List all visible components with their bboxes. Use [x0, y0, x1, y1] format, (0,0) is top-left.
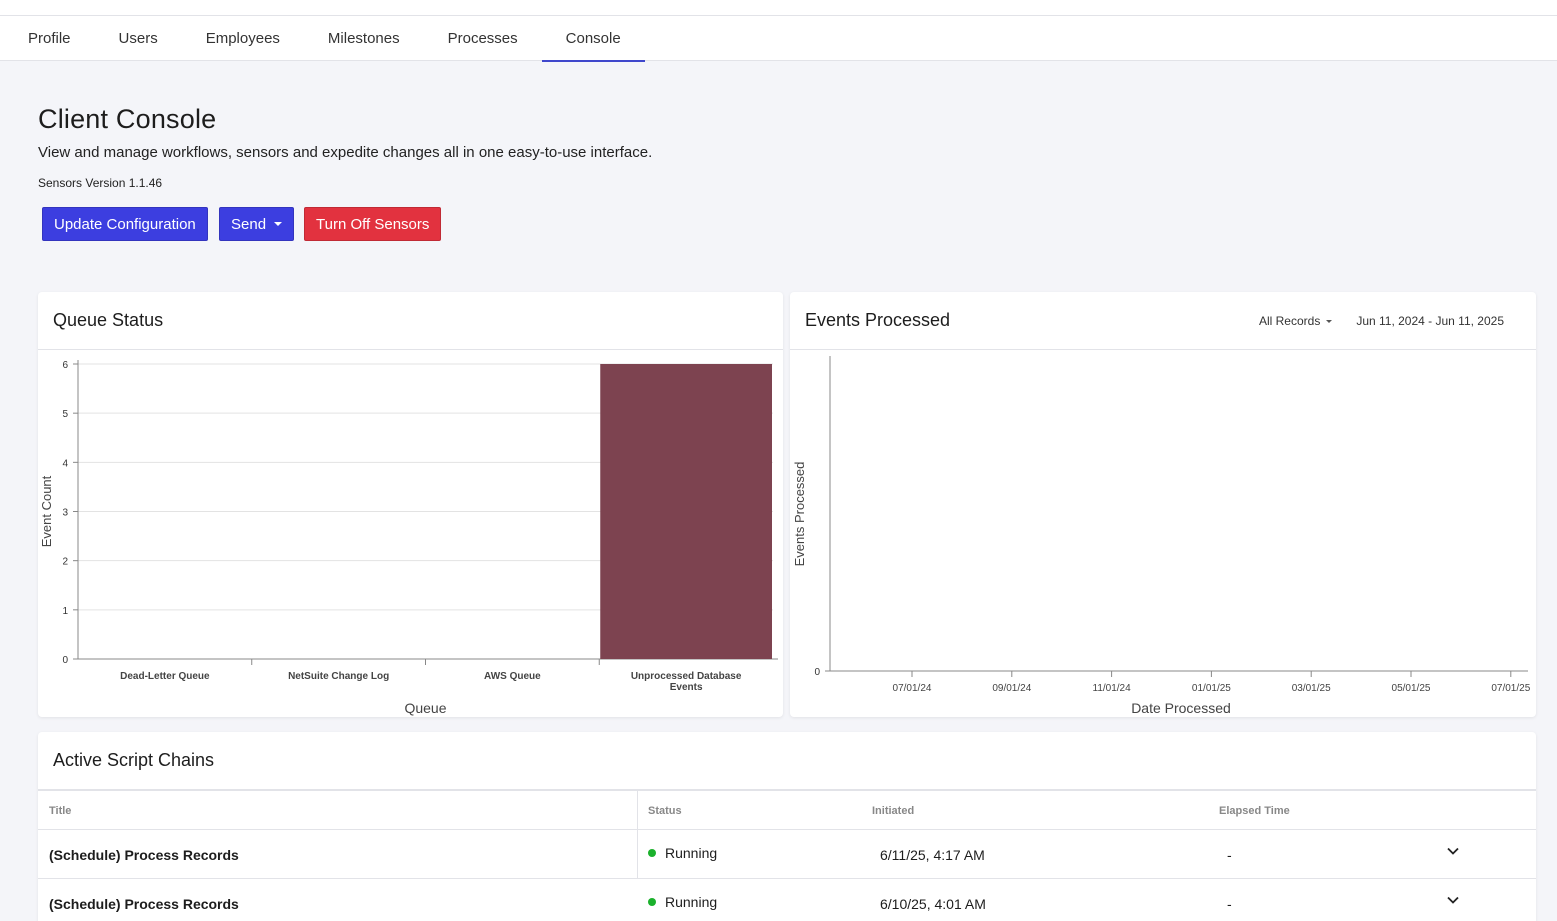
y-axis-label: Events Processed [792, 462, 807, 567]
chevron-down-icon[interactable] [1446, 893, 1460, 907]
column-header-status[interactable]: Status [648, 805, 682, 817]
script-chains-header: Active Script Chains [38, 732, 1536, 790]
x-tick-label-line: Unprocessed Database [631, 671, 742, 682]
status-dot-icon [648, 849, 656, 857]
y-tick-label: 1 [62, 606, 68, 617]
script-chains-table: Title Status Initiated Elapsed Time (Sch… [38, 790, 1536, 921]
tab-console[interactable]: Console [541, 16, 645, 62]
table-row[interactable]: (Schedule) Process Records Running 6/10/… [38, 879, 1536, 921]
x-tick-label: Dead-Letter Queue [120, 671, 210, 682]
chain-status: Running [648, 894, 717, 910]
caret-down-icon [274, 222, 283, 226]
turn-off-sensors-button[interactable]: Turn Off Sensors [304, 207, 442, 241]
x-tick-label: 05/01/25 [1392, 683, 1431, 694]
page-description: View and manage workflows, sensors and e… [38, 144, 653, 161]
column-header-initiated[interactable]: Initiated [872, 805, 915, 817]
table-header: Title Status Initiated Elapsed Time [38, 790, 1536, 830]
chevron-down-icon[interactable] [1446, 844, 1460, 858]
update-configuration-label: Update Configuration [54, 215, 196, 233]
chain-status-label: Running [665, 845, 718, 861]
y-tick-label: 0 [814, 667, 820, 678]
bar [600, 364, 772, 659]
chain-initiated: 6/11/25, 4:17 AM [880, 847, 985, 863]
x-tick-label-line: Dead-Letter Queue [120, 671, 210, 682]
queue-status-header: Queue Status [38, 292, 783, 350]
turn-off-sensors-label: Turn Off Sensors [316, 215, 430, 233]
script-chains-title: Active Script Chains [53, 750, 215, 770]
tab-bar: Profile Users Employees Milestones Proce… [0, 16, 1557, 62]
x-tick-label: NetSuite Change Log [288, 671, 389, 682]
queue-status-card: Queue Status 0 1 2 3 4 5 6 Dead-Letter Queue Net… [38, 292, 783, 717]
x-tick-label: 07/01/24 [893, 683, 932, 694]
x-axis-label: Queue [404, 700, 446, 716]
records-filter-dropdown[interactable]: All Records [1258, 313, 1333, 328]
tab-users[interactable]: Users [118, 30, 158, 47]
y-tick-label: 3 [62, 508, 68, 519]
date-range-picker[interactable]: Jun 11, 2024 - Jun 11, 2025 [1356, 313, 1504, 328]
x-tick-label: AWS Queue [484, 671, 541, 682]
chain-status: Running [648, 845, 717, 861]
column-divider [637, 790, 638, 879]
status-dot-icon [648, 898, 656, 906]
sensors-version: Sensors Version 1.1.46 [38, 176, 163, 190]
tab-profile[interactable]: Profile [28, 30, 71, 47]
x-tick-label: 11/01/24 [1093, 683, 1132, 694]
events-processed-card: Events Processed All Records Jun 11, 202… [790, 292, 1536, 717]
caret-down-icon [1326, 319, 1333, 323]
events-filters: All Records Jun 11, 2024 - Jun 11, 2025 [1259, 314, 1521, 328]
column-header-elapsed[interactable]: Elapsed Time [1219, 805, 1290, 817]
chain-elapsed: - [1227, 896, 1232, 912]
queue-status-chart: 0 1 2 3 4 5 6 Dead-Letter Queue NetSuite Change … [39, 360, 778, 716]
send-label: Send [231, 215, 267, 233]
x-tick-label-line: AWS Queue [484, 671, 541, 682]
x-tick-label: 03/01/25 [1292, 683, 1331, 694]
table-row[interactable]: (Schedule) Process Records Running 6/11/… [38, 830, 1536, 879]
page-title: Client Console [38, 104, 217, 134]
send-dropdown-button[interactable]: Send [219, 207, 295, 241]
tab-employees[interactable]: Employees [205, 30, 280, 47]
active-script-chains-card: Active Script Chains Title Status Initia… [38, 732, 1536, 921]
x-tick-label: 07/01/25 [1491, 683, 1530, 694]
y-tick-label: 4 [62, 458, 68, 469]
x-tick-label-line: Events [670, 682, 703, 693]
x-axis-label: Date Processed [1131, 700, 1231, 716]
y-axis-label: Event Count [39, 475, 54, 547]
y-tick-label: 0 [62, 655, 68, 666]
x-tick-label: Unprocessed Database Events [631, 671, 742, 693]
chain-title: (Schedule) Process Records [49, 896, 239, 912]
y-tick-label: 5 [62, 409, 68, 420]
events-processed-header: Events Processed All Records Jun 11, 202… [790, 292, 1536, 350]
chain-initiated: 6/10/25, 4:01 AM [880, 896, 986, 912]
tab-processes[interactable]: Processes [447, 30, 518, 47]
events-processed-title: Events Processed [805, 310, 951, 330]
chain-elapsed: - [1227, 847, 1232, 863]
y-tick-label: 6 [62, 360, 68, 371]
x-tick-label: 01/01/25 [1192, 683, 1231, 694]
records-filter-label: All Records [1258, 313, 1321, 328]
column-header-title[interactable]: Title [49, 805, 72, 817]
tab-milestones[interactable]: Milestones [327, 30, 400, 47]
chain-title: (Schedule) Process Records [49, 847, 239, 863]
chain-status-label: Running [665, 894, 718, 910]
queue-status-title: Queue Status [53, 310, 164, 330]
y-tick-label: 2 [62, 557, 68, 568]
x-tick-label-line: NetSuite Change Log [288, 671, 389, 682]
events-processed-chart: 0 07/01/24 09/01/24 11/01/24 01/01/25 03/01/2… [792, 356, 1531, 716]
update-configuration-button[interactable]: Update Configuration [42, 207, 208, 241]
top-bar [0, 0, 1557, 16]
x-tick-label: 09/01/24 [992, 683, 1031, 694]
